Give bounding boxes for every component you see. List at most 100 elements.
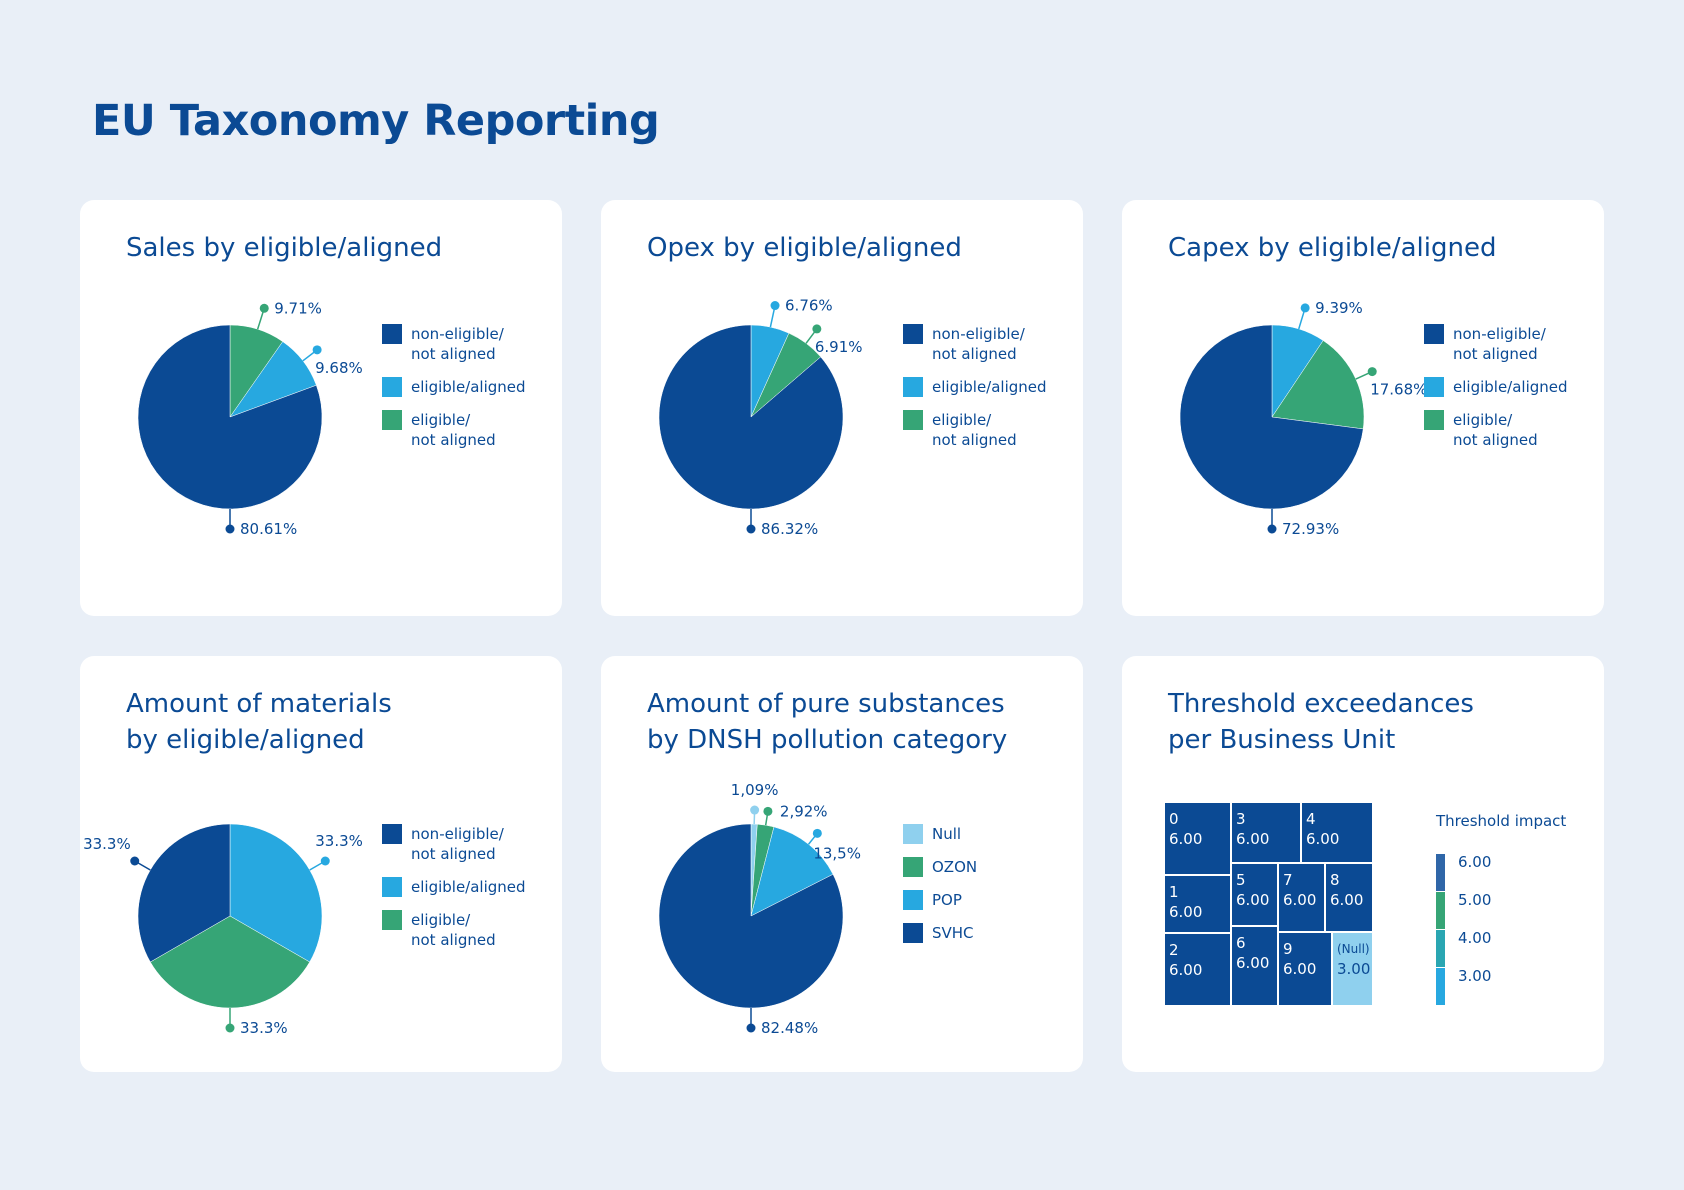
pie-slice[interactable] [149, 915, 311, 1009]
pie-slice[interactable] [137, 823, 231, 963]
materials-chart-card: Amount of materials by eligible/aligned … [80, 656, 562, 1072]
legend-item: non-eligible/ not aligned [903, 324, 1047, 364]
leader-dot [1367, 367, 1377, 377]
treemap-tile[interactable]: 7 6.00 [1278, 863, 1325, 932]
card-title: Threshold exceedances per Business Unit [1168, 689, 1474, 755]
legend-swatch [903, 923, 923, 943]
pie-slice[interactable] [658, 823, 844, 1009]
scale-segment [1436, 968, 1445, 1005]
legend-swatch [1424, 377, 1444, 397]
legend-label: eligible/aligned [411, 878, 526, 896]
treemap-tile[interactable]: 3 6.00 [1231, 802, 1301, 863]
data-label: 17.68% [1370, 381, 1427, 399]
threshold-color-scale [1436, 854, 1445, 1005]
data-label: 6.76% [785, 297, 833, 315]
legend-swatch [382, 377, 402, 397]
legend-label: eligible/ not aligned [411, 411, 496, 449]
legend-swatch [382, 410, 402, 430]
pie-slice[interactable] [1179, 324, 1364, 510]
data-label: 33.3% [315, 832, 363, 850]
pie-slice[interactable] [229, 823, 323, 963]
treemap-tile[interactable]: 2 6.00 [1164, 933, 1231, 1006]
page-title: EU Taxonomy Reporting [92, 96, 660, 146]
legend-label: non-eligible/ not aligned [411, 825, 504, 863]
treemap-tile[interactable]: 8 6.00 [1325, 863, 1373, 932]
data-label: 72.93% [1282, 520, 1339, 538]
chart-legend: Null OZON POP SVHC [903, 824, 977, 956]
tile-value: 6.00 [1330, 891, 1364, 909]
legend-item: eligible/ not aligned [1424, 410, 1568, 450]
legend-swatch [382, 877, 402, 897]
materials-pie-chart: 33.3% 33.3% 33.3% [83, 823, 363, 1037]
data-label: 9.71% [274, 299, 322, 317]
leader-dot [1267, 524, 1277, 534]
tile-value: 6.00 [1169, 961, 1203, 979]
legend-swatch [903, 324, 923, 344]
legend-item: eligible/ not aligned [382, 910, 526, 950]
substances-pie-chart: 1,09%2,92% 13,5% 82.48% [658, 781, 861, 1037]
leader-dot [225, 524, 235, 534]
pie-slice[interactable] [137, 324, 323, 510]
sales-chart-card: Sales by eligible/aligned 80.61% 9.68% 9.7… [80, 200, 562, 616]
chart-legend: non-eligible/ not aligned eligible/align… [382, 324, 526, 463]
legend-label: eligible/ not aligned [411, 911, 496, 949]
treemap-tile[interactable]: 9 6.00 [1278, 932, 1332, 1006]
legend-swatch [382, 910, 402, 930]
legend-item: OZON [903, 857, 977, 877]
legend-swatch [903, 890, 923, 910]
treemap-tile[interactable]: 0 6.00 [1164, 802, 1231, 875]
data-label: 9.39% [1315, 299, 1363, 317]
legend-label: POP [932, 891, 962, 909]
treemap-tile[interactable]: 6 6.00 [1231, 926, 1278, 1006]
legend-item: eligible/ not aligned [382, 410, 526, 450]
legend-swatch [903, 410, 923, 430]
card-title: Amount of materials by eligible/aligned [126, 689, 392, 755]
treemap-tile[interactable]: 5 6.00 [1231, 863, 1278, 926]
pie-slice[interactable] [658, 324, 844, 510]
leader-dot [1300, 303, 1310, 313]
substances-chart-card: Amount of pure substances by DNSH pollut… [601, 656, 1083, 1072]
capex-pie-chart: 72.93% 9.39% 17.68% [1179, 299, 1427, 538]
chart-legend: non-eligible/ not aligned eligible/align… [382, 824, 526, 963]
scale-label: 3.00 [1458, 967, 1492, 985]
data-label: 86.32% [761, 520, 818, 538]
tile-value: 6.00 [1236, 954, 1270, 972]
tile-name: 8 [1330, 871, 1340, 889]
leader-dot [750, 805, 760, 815]
data-label: 80.61% [240, 520, 297, 538]
tile-name: 0 [1169, 810, 1179, 828]
chart-legend: non-eligible/ not aligned eligible/align… [1424, 324, 1568, 463]
tile-name: 3 [1236, 810, 1246, 828]
threshold-legend-title: Threshold impact [1436, 812, 1567, 830]
treemap-tile-null[interactable]: (Null) 3.00 [1332, 932, 1373, 1006]
leader-dot [259, 303, 269, 313]
tile-name: 1 [1169, 883, 1179, 901]
tile-name: 7 [1283, 871, 1293, 889]
treemap-tile[interactable]: 4 6.00 [1301, 802, 1373, 863]
tile-name: 2 [1169, 941, 1179, 959]
leader-dot [746, 524, 756, 534]
legend-swatch [1424, 410, 1444, 430]
tile-value: 6.00 [1169, 903, 1203, 921]
legend-item: eligible/aligned [382, 377, 526, 397]
tile-value: 6.00 [1236, 830, 1270, 848]
tile-value: 3.00 [1337, 960, 1371, 978]
legend-item: eligible/aligned [903, 377, 1047, 397]
legend-label: non-eligible/ not aligned [932, 325, 1025, 363]
data-label: 6.91% [815, 338, 863, 356]
chart-legend: non-eligible/ not aligned eligible/align… [903, 324, 1047, 463]
leader-dot [130, 856, 140, 866]
data-label: 33.3% [83, 835, 131, 853]
pie-slice[interactable] [1271, 340, 1365, 430]
tile-value: 6.00 [1169, 830, 1203, 848]
data-label: 2,92% [780, 802, 828, 820]
legend-label: eligible/ not aligned [1453, 411, 1538, 449]
legend-item: eligible/aligned [382, 877, 526, 897]
treemap-tile[interactable]: 1 6.00 [1164, 875, 1231, 933]
leader-dot [770, 301, 780, 311]
legend-item: eligible/ not aligned [903, 410, 1047, 450]
legend-label: eligible/ not aligned [932, 411, 1017, 449]
legend-swatch [1424, 324, 1444, 344]
legend-item: non-eligible/ not aligned [382, 324, 526, 364]
legend-item: SVHC [903, 923, 977, 943]
